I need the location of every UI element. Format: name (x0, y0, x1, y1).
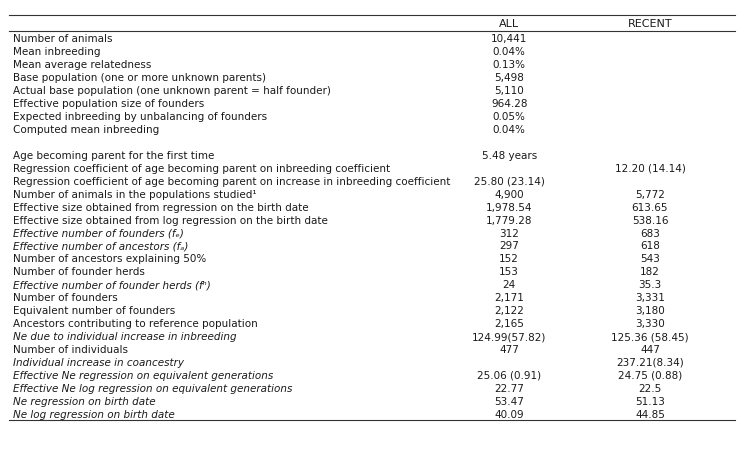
Text: Effective Ne regression on equivalent generations: Effective Ne regression on equivalent ge… (13, 371, 273, 381)
Text: Base population (one or more unknown parents): Base population (one or more unknown par… (13, 73, 266, 83)
Text: 538.16: 538.16 (632, 216, 668, 226)
Text: Individual increase in coancestry: Individual increase in coancestry (13, 358, 184, 368)
Text: 10,441: 10,441 (491, 34, 527, 44)
Text: 124.99(57.82): 124.99(57.82) (472, 332, 546, 342)
Text: 613.65: 613.65 (632, 203, 668, 213)
Text: ALL: ALL (499, 19, 519, 28)
Text: 5,498: 5,498 (494, 73, 524, 83)
Text: Number of animals: Number of animals (13, 34, 112, 44)
Text: Number of individuals: Number of individuals (13, 345, 127, 355)
Text: Regression coefficient of age becoming parent on inbreeding coefficient: Regression coefficient of age becoming p… (13, 164, 390, 174)
Text: 3,331: 3,331 (635, 293, 665, 303)
Text: 5,110: 5,110 (494, 86, 524, 96)
Text: Effective Ne log regression on equivalent generations: Effective Ne log regression on equivalen… (13, 384, 292, 394)
Text: Mean average relatedness: Mean average relatedness (13, 60, 151, 70)
Text: Number of ancestors explaining 50%: Number of ancestors explaining 50% (13, 254, 206, 265)
Text: 477: 477 (499, 345, 519, 355)
Text: 24.75 (0.88): 24.75 (0.88) (618, 371, 682, 381)
Text: 2,165: 2,165 (494, 319, 524, 329)
Text: Regression coefficient of age becoming parent on increase in inbreeding coeffici: Regression coefficient of age becoming p… (13, 177, 450, 187)
Text: 297: 297 (499, 241, 519, 252)
Text: 24: 24 (502, 280, 516, 290)
Text: 182: 182 (640, 267, 660, 277)
Text: 618: 618 (640, 241, 660, 252)
Text: 0.05%: 0.05% (493, 112, 525, 122)
Text: Age becoming parent for the first time: Age becoming parent for the first time (13, 151, 214, 161)
Text: Actual base population (one unknown parent = half founder): Actual base population (one unknown pare… (13, 86, 330, 96)
Text: Effective number of founder herds (fʰ): Effective number of founder herds (fʰ) (13, 280, 211, 290)
Text: 683: 683 (640, 228, 660, 239)
Text: 35.3: 35.3 (638, 280, 661, 290)
Text: 25.80 (23.14): 25.80 (23.14) (474, 177, 545, 187)
Text: Effective population size of founders: Effective population size of founders (13, 99, 204, 109)
Text: 44.85: 44.85 (635, 410, 665, 420)
Text: 0.04%: 0.04% (493, 47, 525, 57)
Text: 543: 543 (640, 254, 660, 265)
Text: Ancestors contributing to reference population: Ancestors contributing to reference popu… (13, 319, 257, 329)
Text: Number of founder herds: Number of founder herds (13, 267, 144, 277)
Text: Expected inbreeding by unbalancing of founders: Expected inbreeding by unbalancing of fo… (13, 112, 266, 122)
Text: 0.13%: 0.13% (493, 60, 525, 70)
Text: 1,978.54: 1,978.54 (486, 203, 533, 213)
Text: Number of animals in the populations studied¹: Number of animals in the populations stu… (13, 190, 256, 199)
Text: Ne log regression on birth date: Ne log regression on birth date (13, 410, 174, 420)
Text: 3,330: 3,330 (635, 319, 665, 329)
Text: 152: 152 (499, 254, 519, 265)
Text: 2,171: 2,171 (494, 293, 524, 303)
Text: Equivalent number of founders: Equivalent number of founders (13, 306, 175, 316)
Text: 237.21(8.34): 237.21(8.34) (616, 358, 684, 368)
Text: Effective number of founders (fₑ): Effective number of founders (fₑ) (13, 228, 183, 239)
Text: 5.48 years: 5.48 years (481, 151, 536, 161)
Text: Effective number of ancestors (fₐ): Effective number of ancestors (fₐ) (13, 241, 188, 252)
Text: 22.77: 22.77 (494, 384, 524, 394)
Text: 0.04%: 0.04% (493, 125, 525, 135)
Text: 25.06 (0.91): 25.06 (0.91) (477, 371, 541, 381)
Text: Effective size obtained from regression on the birth date: Effective size obtained from regression … (13, 203, 308, 213)
Text: Computed mean inbreeding: Computed mean inbreeding (13, 125, 158, 135)
Text: Effective size obtained from log regression on the birth date: Effective size obtained from log regress… (13, 216, 327, 226)
Text: 12.20 (14.14): 12.20 (14.14) (615, 164, 685, 174)
Text: 1,779.28: 1,779.28 (486, 216, 533, 226)
Text: 40.09: 40.09 (494, 410, 524, 420)
Text: 125.36 (58.45): 125.36 (58.45) (611, 332, 689, 342)
Text: 51.13: 51.13 (635, 397, 665, 407)
Text: 312: 312 (499, 228, 519, 239)
Text: 4,900: 4,900 (494, 190, 524, 199)
Text: 53.47: 53.47 (494, 397, 524, 407)
Text: 447: 447 (640, 345, 660, 355)
Text: Ne due to individual increase in inbreeding: Ne due to individual increase in inbreed… (13, 332, 236, 342)
Text: 3,180: 3,180 (635, 306, 665, 316)
Text: 5,772: 5,772 (635, 190, 665, 199)
Text: Mean inbreeding: Mean inbreeding (13, 47, 100, 57)
Text: 153: 153 (499, 267, 519, 277)
Text: 2,122: 2,122 (494, 306, 524, 316)
Text: 964.28: 964.28 (491, 99, 527, 109)
Text: 22.5: 22.5 (638, 384, 661, 394)
Text: RECENT: RECENT (628, 19, 673, 28)
Text: Ne regression on birth date: Ne regression on birth date (13, 397, 155, 407)
Text: Number of founders: Number of founders (13, 293, 118, 303)
